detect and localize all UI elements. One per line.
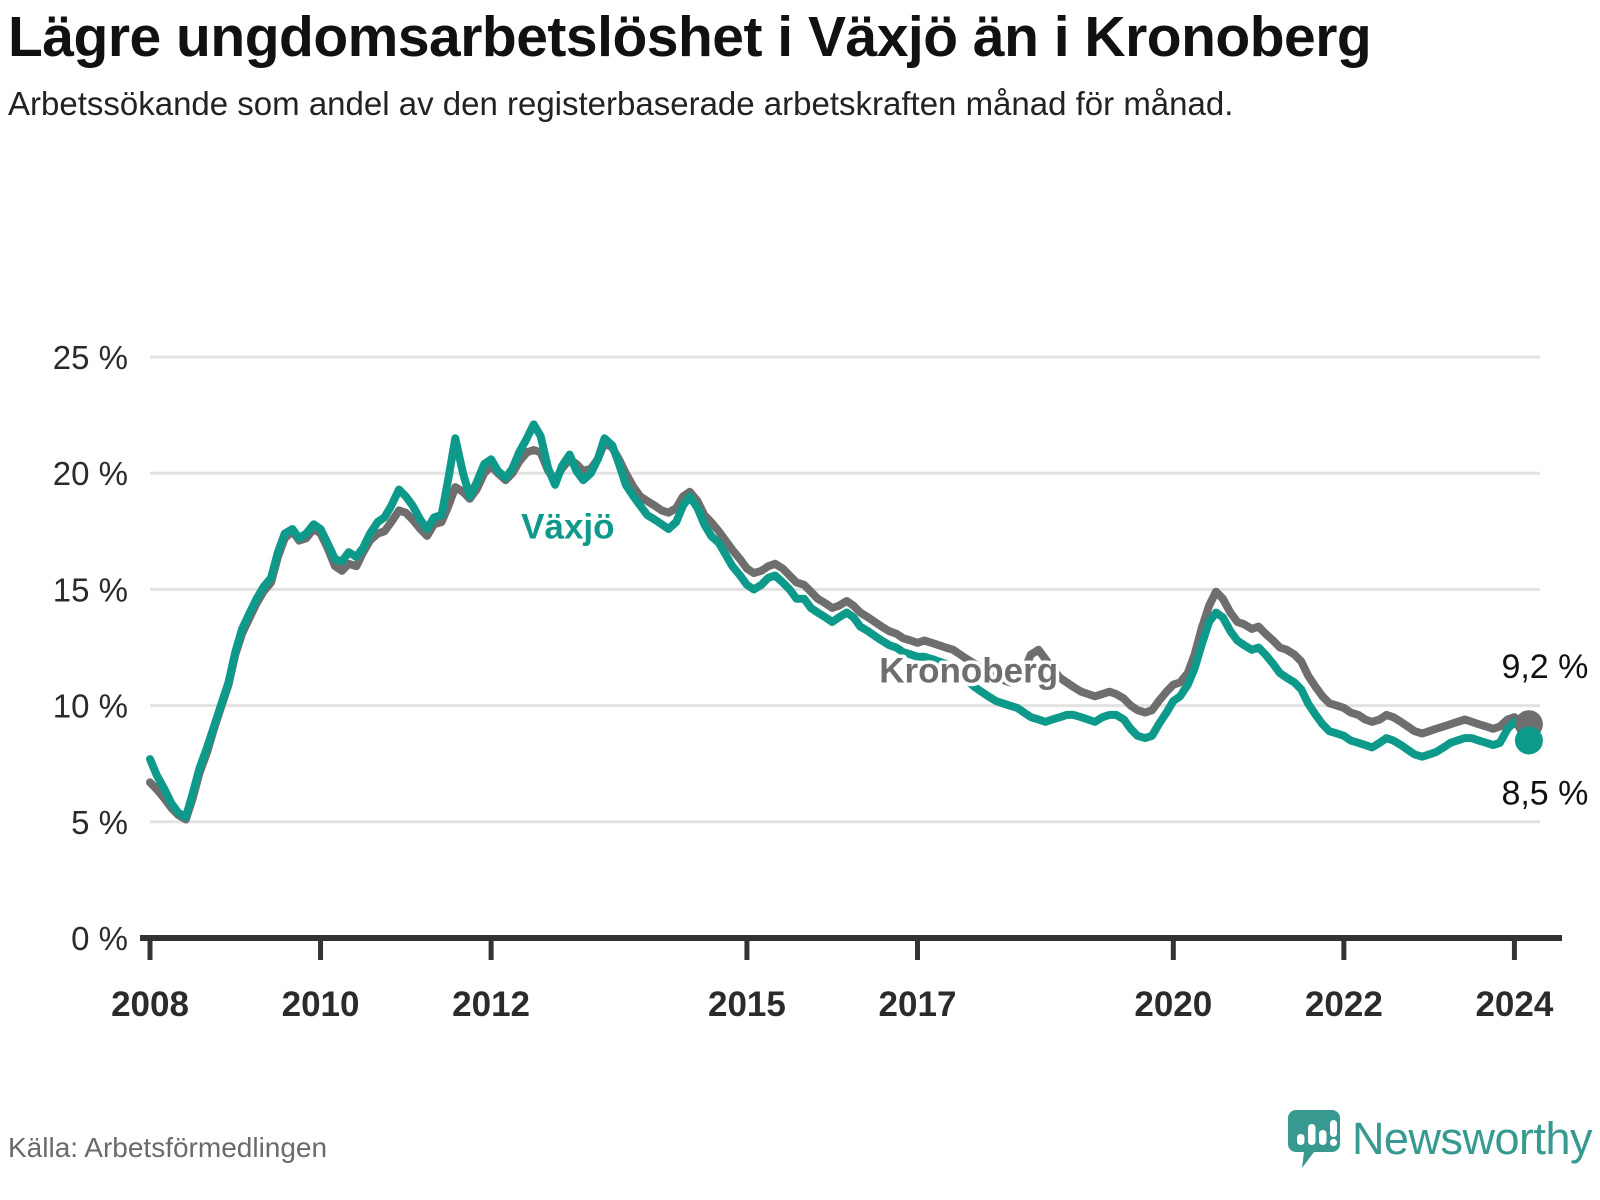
x-axis-ticks — [147, 938, 1517, 960]
y-axis-tick-label: 0 % — [71, 920, 128, 957]
x-axis-tick-label: 2012 — [452, 985, 530, 1024]
x-axis-tick-label: 2017 — [879, 985, 957, 1024]
chart-subtitle: Arbetssökande som andel av den registerb… — [8, 84, 1234, 122]
x-axis-tick-label: 2022 — [1305, 985, 1383, 1024]
chart-footer: Källa: Arbetsförmedlingen Newsworthy — [8, 1110, 1593, 1188]
x-axis-tick-label: 2020 — [1134, 985, 1212, 1024]
y-axis-tick-labels: 0 % 5 % 10 % 15 % 20 % 25 % — [53, 339, 128, 957]
y-axis-tick-label: 5 % — [71, 804, 128, 841]
chart-plot-area: 0 % 5 % 10 % 15 % 20 % 25 % 2008 2010 2012 2015 2… — [0, 330, 1600, 1030]
series-inline-labels: Växjö Kronoberg — [518, 504, 1062, 694]
series-endpoint-markers — [1514, 710, 1543, 755]
source-credit: Källa: Arbetsförmedlingen — [8, 1132, 328, 1163]
endpoint-value-labels: 9,2 % 8,5 % — [1501, 648, 1588, 812]
line-chart: 0 %5 %10 %15 %20 %25 % 2008 2010 2012 2015 2… — [53, 339, 1589, 1024]
value-label-vxj: 8,5 % — [1501, 774, 1588, 812]
endpoint-marker-vxj — [1514, 726, 1543, 755]
y-axis-tick-label: 25 % — [53, 339, 128, 376]
x-axis-tick-label: 2010 — [282, 985, 360, 1024]
page-title: Lägre ungdomsarbetslöshet i Växjö än i K… — [8, 5, 1372, 69]
brand-logo[interactable]: Newsworthy — [1287, 1110, 1593, 1168]
series-line-vxj — [146, 420, 1533, 822]
series-label-kronoberg: Kronoberg — [879, 651, 1058, 690]
x-axis-tick-label: 2015 — [708, 985, 786, 1024]
value-label-kronoberg: 9,2 % — [1501, 648, 1588, 686]
x-axis-tick-label: 2024 — [1475, 985, 1553, 1024]
brand-name: Newsworthy — [1351, 1113, 1593, 1164]
x-axis-tick-label: 2008 — [111, 985, 189, 1024]
gridlines — [150, 355, 1540, 824]
y-axis-tick-label: 20 % — [53, 455, 128, 492]
x-axis-tick-labels: 2008 2010 2012 2015 2017 2020 2022 2024 — [111, 985, 1554, 1024]
series-line-kronoberg — [146, 439, 1533, 824]
y-axis-tick-label: 15 % — [53, 571, 128, 608]
y-axis-tick-label: 10 % — [53, 688, 128, 725]
newsworthy-speech-bubble-chart-icon — [1287, 1110, 1340, 1168]
series-label-vxj: Växjö — [521, 507, 614, 546]
chart-header: Lägre ungdomsarbetslöshet i Växjö än i K… — [8, 5, 1568, 124]
series-lines — [146, 420, 1533, 824]
